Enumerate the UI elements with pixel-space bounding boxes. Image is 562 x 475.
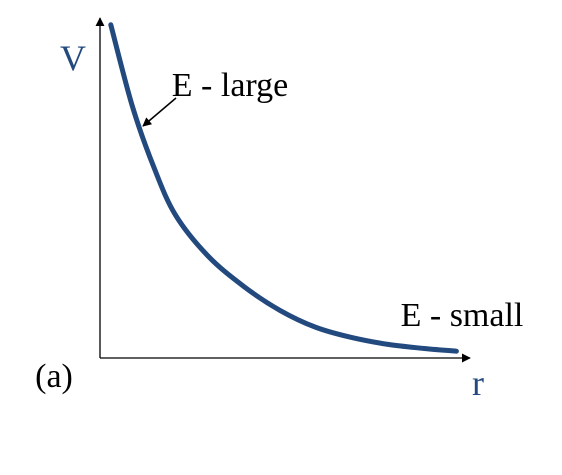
annotation-e-small: E - small xyxy=(401,297,524,334)
panel-label: (a) xyxy=(35,358,73,395)
series-line xyxy=(108,22,459,354)
x-axis-title: r xyxy=(472,363,484,403)
y-axis-title: V xyxy=(60,38,86,78)
annotation-e-large: E - large xyxy=(172,67,288,104)
annotation-arrow xyxy=(142,97,177,127)
